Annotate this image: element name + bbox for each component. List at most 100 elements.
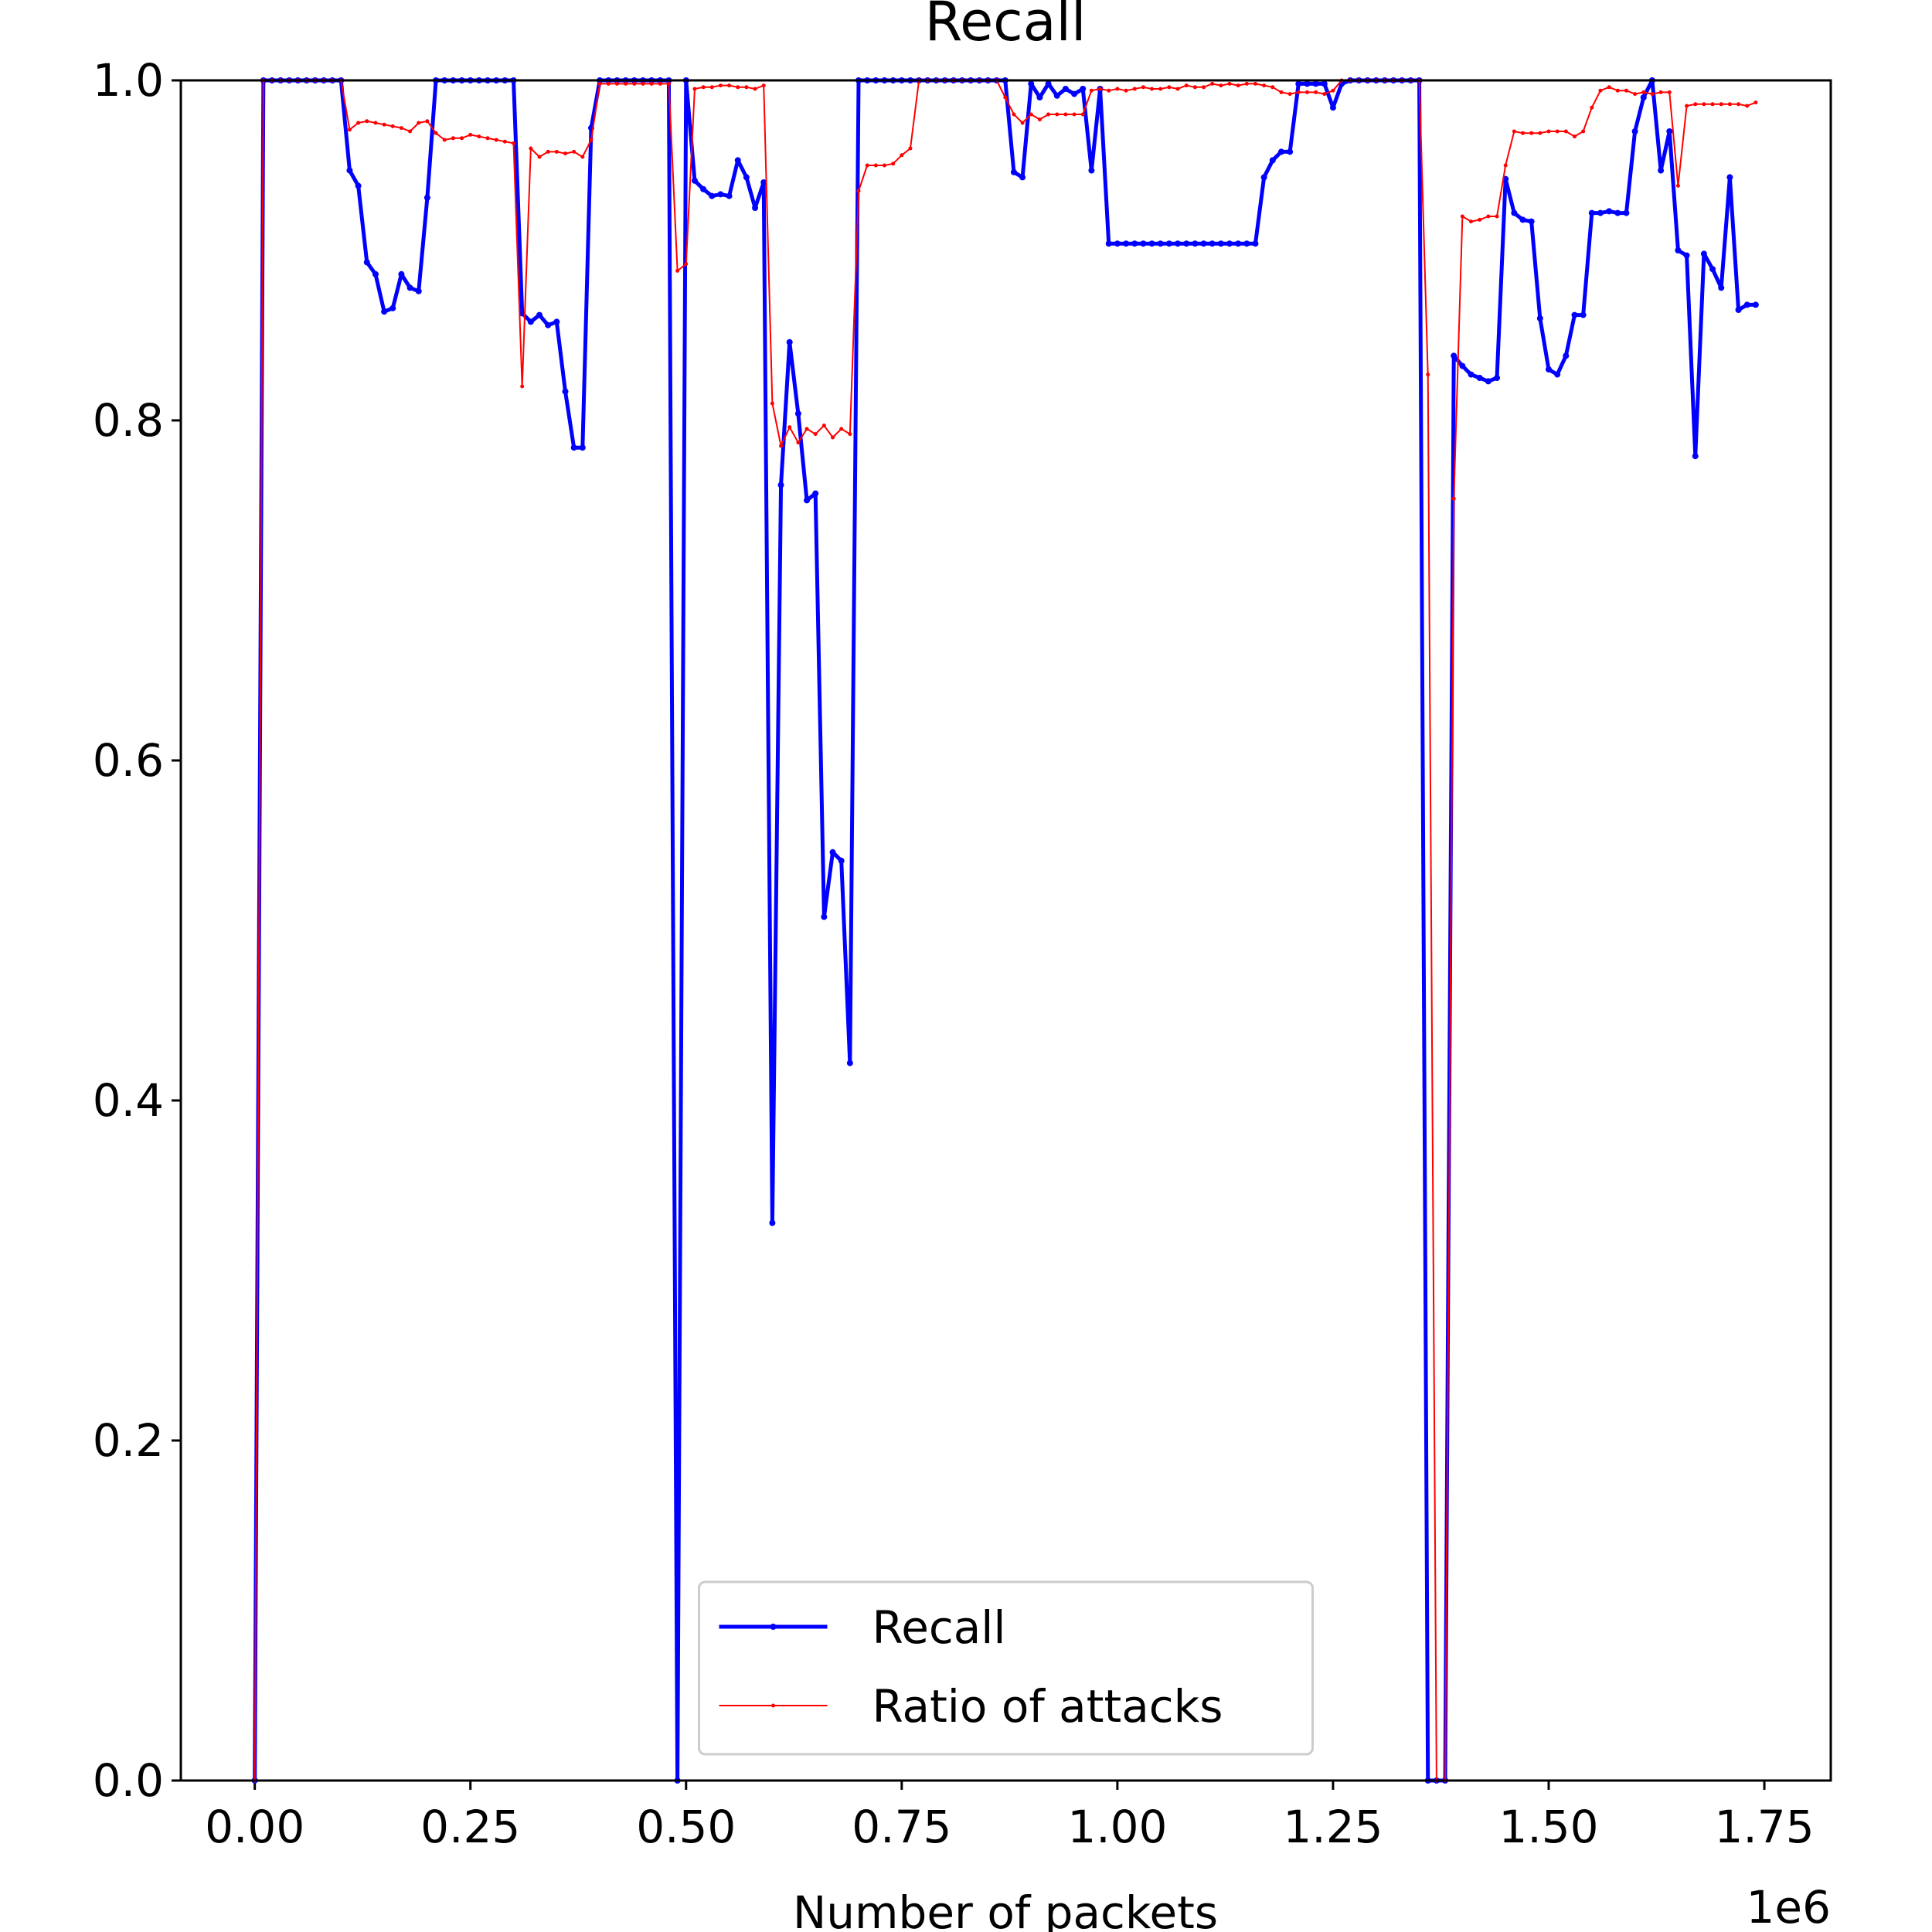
point (1650, 92, 1655, 97)
point (1089, 88, 1094, 93)
point (1666, 128, 1673, 134)
point (1287, 148, 1294, 155)
x-tick-label: 1.50 (1498, 1801, 1598, 1853)
point (1158, 87, 1163, 91)
point (1546, 129, 1551, 134)
point (1210, 81, 1215, 86)
point (1478, 217, 1482, 222)
point (1667, 90, 1672, 94)
point (718, 83, 723, 88)
chart-title: Recall (925, 0, 1087, 53)
point (1175, 240, 1182, 247)
point (1322, 92, 1327, 97)
x-offset-label: 1e6 (1747, 1881, 1832, 1932)
point (477, 134, 481, 139)
legend-label: Ratio of attacks (872, 1680, 1223, 1733)
point (1521, 131, 1526, 135)
point (1062, 86, 1069, 92)
point (390, 124, 395, 128)
point (346, 167, 353, 174)
point (796, 440, 801, 445)
point (666, 81, 671, 86)
point (1252, 240, 1259, 247)
point (812, 490, 819, 497)
legend: Recall Ratio of attacks (698, 1580, 1314, 1756)
point (1314, 90, 1318, 94)
point (1243, 240, 1250, 247)
point (382, 122, 386, 127)
point (753, 87, 757, 91)
point (1304, 80, 1311, 87)
point (579, 444, 586, 451)
series-line (253, 78, 1756, 1783)
point (1710, 102, 1715, 107)
point (580, 155, 585, 159)
point (1209, 240, 1216, 247)
point (1080, 86, 1087, 92)
point (563, 151, 568, 156)
point (787, 425, 792, 430)
point (1157, 240, 1164, 247)
point (1571, 311, 1578, 318)
point (1321, 80, 1328, 87)
point (684, 262, 689, 267)
point (1692, 453, 1699, 460)
point (1296, 90, 1301, 94)
point (536, 311, 543, 318)
point (761, 83, 766, 88)
legend-marker (771, 1703, 775, 1708)
point (1726, 174, 1733, 181)
point (1277, 148, 1284, 155)
point (1053, 92, 1060, 99)
point (1693, 102, 1698, 107)
point (1226, 240, 1233, 247)
point (1555, 129, 1560, 134)
point (821, 913, 828, 920)
point (1141, 85, 1145, 90)
point (1753, 100, 1758, 105)
point (736, 85, 740, 90)
point (519, 310, 526, 317)
point (1486, 214, 1491, 219)
point (1183, 240, 1190, 247)
x-axis-label: Number of packets (793, 1886, 1218, 1932)
point (1675, 183, 1680, 188)
point (1063, 112, 1068, 117)
legend-label: Recall (872, 1601, 1006, 1654)
x-tick-label: 0.00 (205, 1801, 304, 1853)
point (417, 121, 421, 125)
point (856, 189, 861, 193)
point (1123, 240, 1130, 247)
plot-frame (179, 79, 1832, 1782)
point (1641, 90, 1646, 94)
point (408, 129, 413, 134)
point (451, 136, 455, 141)
point (701, 85, 706, 90)
point (1469, 219, 1474, 224)
point (1219, 83, 1223, 88)
point (373, 121, 378, 125)
point (873, 163, 878, 168)
point (356, 121, 361, 125)
point (1260, 174, 1267, 181)
point (1269, 157, 1276, 164)
point (1029, 112, 1033, 117)
x-tick-label: 1.00 (1067, 1801, 1167, 1853)
point (423, 194, 430, 201)
point (632, 81, 637, 86)
point (365, 119, 369, 124)
point (846, 1060, 853, 1066)
legend-marker (770, 1624, 777, 1630)
point (804, 427, 809, 431)
point (900, 153, 904, 158)
point (726, 192, 733, 199)
point (709, 85, 714, 90)
y-tick-label: 0.0 (93, 1754, 164, 1807)
point (1037, 117, 1042, 122)
point (1304, 90, 1309, 94)
point (821, 423, 826, 428)
point (1020, 121, 1025, 125)
point (363, 259, 370, 266)
point (442, 138, 447, 142)
point (1685, 104, 1689, 108)
